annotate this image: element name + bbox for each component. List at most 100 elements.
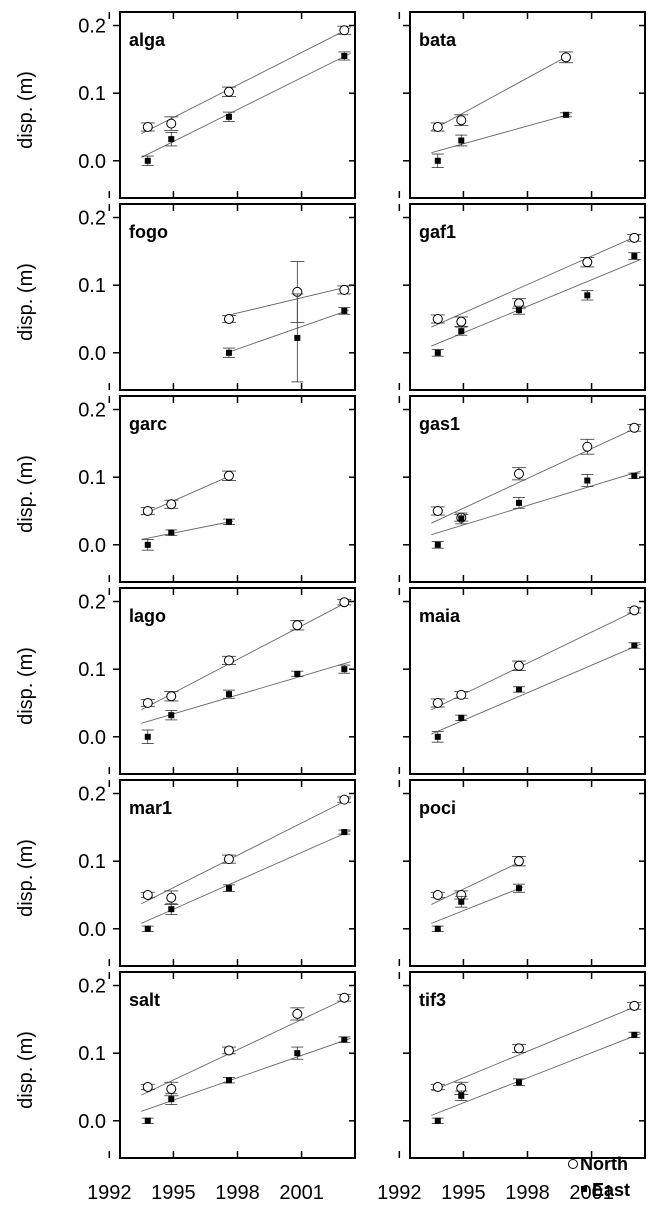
y-axis-title: disp. (m) — [15, 647, 37, 725]
panel-frame — [119, 11, 356, 199]
north-fit-line — [141, 797, 351, 905]
y-tick-label: 0.1 — [78, 851, 106, 873]
y-tick-label: 0.0 — [78, 1111, 106, 1133]
east-point — [341, 1036, 348, 1043]
north-point — [339, 25, 350, 36]
site-label: bata — [419, 30, 457, 50]
site-label: mar1 — [129, 798, 172, 818]
panel-salt: 0.0 0.1 0.2 disp. (m) salt — [15, 971, 356, 1159]
east-point — [294, 334, 301, 341]
x-tick-label: 1992 — [377, 1182, 422, 1204]
y-tick-label: 0.2 — [78, 976, 106, 998]
east-point — [458, 714, 465, 721]
east-point — [458, 898, 465, 905]
east-point — [341, 666, 348, 673]
north-point — [223, 655, 234, 666]
east-fit-line — [431, 259, 641, 347]
east-point — [515, 686, 522, 693]
north-point — [432, 1081, 443, 1092]
east-point — [515, 307, 522, 314]
north-point — [223, 86, 234, 97]
east-point — [168, 136, 175, 143]
east-point — [144, 925, 151, 932]
panel-alga: 0.0 0.1 0.2 disp. (m) alga — [15, 11, 356, 199]
east-point — [225, 885, 232, 892]
north-point — [456, 689, 467, 700]
north-point — [432, 313, 443, 324]
panel-poci: poci — [398, 779, 646, 967]
north-point — [166, 118, 177, 129]
east-fit-line — [141, 830, 351, 924]
x-tick-label: 1995 — [441, 1182, 486, 1204]
panel-frame — [119, 779, 356, 967]
y-tick-label: 0.0 — [78, 727, 106, 749]
x-axis-labels: 1992 1995 1998 2001 1992 1995 1998 2001 — [87, 1182, 614, 1204]
east-fit-line — [226, 309, 349, 354]
north-fit-line — [431, 54, 571, 131]
east-point — [631, 253, 638, 260]
north-point — [456, 115, 467, 126]
y-axis-title: disp. (m) — [15, 263, 37, 341]
y-tick-label: 0.1 — [78, 1043, 106, 1065]
north-point — [432, 505, 443, 516]
north-point — [292, 620, 303, 631]
east-point — [144, 1117, 151, 1124]
site-label: lago — [129, 606, 166, 626]
north-fit-line — [431, 860, 524, 905]
panel-lago: 0.0 0.1 0.2 disp. (m) lago — [15, 587, 356, 775]
east-point — [225, 349, 232, 356]
north-point — [432, 889, 443, 900]
site-label: gas1 — [419, 414, 460, 434]
north-fit-line — [226, 286, 349, 317]
east-fit-line — [431, 1033, 641, 1116]
east-point — [144, 733, 151, 740]
x-tick-label: 2001 — [279, 1182, 324, 1204]
y-tick-label: 0.2 — [78, 400, 106, 422]
site-label: gaf1 — [419, 222, 456, 242]
y-tick-label: 0.1 — [78, 83, 106, 105]
north-point — [582, 257, 593, 268]
legend-north-marker — [568, 1159, 578, 1169]
panel-frame — [409, 587, 646, 775]
site-label: salt — [129, 990, 160, 1010]
north-point — [339, 284, 350, 295]
east-point — [458, 515, 465, 522]
east-point — [562, 111, 569, 118]
y-axis-title: disp. (m) — [15, 839, 37, 917]
east-point — [144, 157, 151, 164]
east-point — [341, 52, 348, 59]
site-label: fogo — [129, 222, 168, 242]
y-tick-label: 0.1 — [78, 659, 106, 681]
north-fit-line — [431, 234, 641, 328]
north-point — [456, 316, 467, 327]
east-point — [168, 1096, 175, 1103]
y-tick-label: 0.2 — [78, 784, 106, 806]
x-tick-label: 2001 — [569, 1182, 614, 1204]
site-label: tif3 — [419, 990, 446, 1010]
east-point — [515, 1079, 522, 1086]
east-point — [225, 518, 232, 525]
north-fit-line — [141, 27, 351, 135]
north-point — [513, 660, 524, 671]
x-tick-label: 1998 — [505, 1182, 550, 1204]
x-tick-label: 1992 — [87, 1182, 132, 1204]
north-point — [166, 1084, 177, 1095]
y-tick-label: 0.0 — [78, 535, 106, 557]
y-tick-label: 0.2 — [78, 16, 106, 38]
north-point — [166, 499, 177, 510]
north-point — [166, 892, 177, 903]
east-point — [515, 499, 522, 506]
east-point — [341, 829, 348, 836]
north-point — [223, 470, 234, 481]
x-tick-label: 1998 — [215, 1182, 260, 1204]
panel-mar1: 0.0 0.1 0.2 disp. (m) mar1 — [15, 779, 356, 967]
panel-gas1: gas1 — [398, 395, 646, 583]
north-point — [513, 1043, 524, 1054]
east-point — [341, 307, 348, 314]
north-point — [142, 697, 153, 708]
north-point — [629, 605, 640, 616]
north-point — [513, 856, 524, 867]
east-point — [458, 137, 465, 144]
east-point — [225, 113, 232, 120]
